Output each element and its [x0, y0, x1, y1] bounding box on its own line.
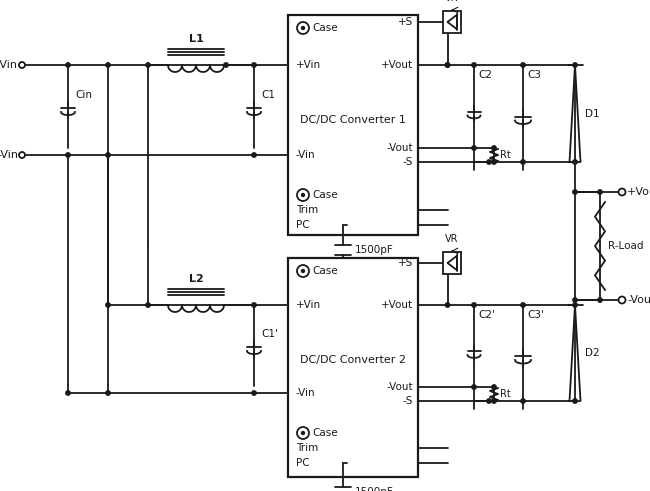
Circle shape	[302, 193, 304, 196]
Text: D1: D1	[584, 109, 599, 118]
Bar	[443, 252, 461, 274]
Circle shape	[573, 298, 577, 302]
Text: +Vin: +Vin	[0, 60, 18, 70]
Text: C3: C3	[527, 70, 541, 80]
Circle shape	[492, 385, 496, 389]
Text: Case: Case	[312, 23, 337, 33]
Text: +Vout: +Vout	[381, 60, 413, 70]
Text: DC/DC Converter 2: DC/DC Converter 2	[300, 355, 406, 365]
Text: VR: VR	[445, 0, 459, 3]
Bar	[288, 15, 418, 235]
Text: Rt: Rt	[500, 150, 511, 160]
Circle shape	[472, 385, 476, 389]
Circle shape	[619, 297, 625, 303]
Text: -Vout: -Vout	[386, 382, 413, 392]
Circle shape	[573, 303, 577, 307]
Text: Trim: Trim	[296, 443, 318, 453]
Circle shape	[573, 63, 577, 67]
Circle shape	[445, 63, 450, 67]
Circle shape	[472, 63, 476, 67]
Circle shape	[445, 63, 450, 67]
Circle shape	[252, 391, 256, 395]
Text: Rt: Rt	[500, 389, 511, 399]
Circle shape	[521, 303, 525, 307]
Circle shape	[252, 153, 256, 157]
Circle shape	[106, 153, 110, 157]
Circle shape	[66, 63, 70, 67]
Text: C2: C2	[478, 70, 492, 80]
Circle shape	[445, 303, 450, 307]
Circle shape	[573, 190, 577, 194]
Text: C1': C1'	[261, 329, 278, 339]
Text: Trim: Trim	[296, 205, 318, 215]
Text: Case: Case	[312, 190, 337, 200]
Text: PC: PC	[296, 220, 309, 230]
Text: C1: C1	[261, 90, 275, 100]
Circle shape	[146, 63, 150, 67]
Bar	[443, 11, 461, 33]
Text: L2: L2	[188, 274, 203, 284]
Text: +Vout: +Vout	[627, 187, 650, 197]
Circle shape	[19, 152, 25, 158]
Circle shape	[521, 399, 525, 403]
Text: -Vout: -Vout	[627, 295, 650, 305]
Circle shape	[619, 189, 625, 195]
Circle shape	[573, 160, 577, 164]
Text: DC/DC Converter 1: DC/DC Converter 1	[300, 115, 406, 125]
Text: D2: D2	[584, 348, 599, 358]
Circle shape	[252, 63, 256, 67]
Bar	[288, 258, 418, 477]
Text: L1: L1	[188, 34, 203, 44]
Circle shape	[521, 160, 525, 164]
Circle shape	[492, 146, 496, 150]
Text: -Vin: -Vin	[296, 388, 316, 398]
Text: -Vin: -Vin	[0, 150, 18, 160]
Text: 1500pF: 1500pF	[355, 245, 394, 255]
Text: Case: Case	[312, 266, 337, 276]
Text: -Vout: -Vout	[386, 143, 413, 153]
Circle shape	[598, 190, 602, 194]
Text: PC: PC	[296, 458, 309, 468]
Text: Cin: Cin	[75, 90, 92, 100]
Text: +Vin: +Vin	[296, 60, 321, 70]
Circle shape	[492, 160, 496, 164]
Text: 1500pF: 1500pF	[355, 487, 394, 491]
Text: -S: -S	[402, 396, 413, 406]
Circle shape	[106, 303, 110, 307]
Circle shape	[302, 432, 304, 435]
Circle shape	[521, 63, 525, 67]
Circle shape	[106, 63, 110, 67]
Circle shape	[302, 270, 304, 273]
Text: +S: +S	[398, 17, 413, 27]
Text: C3': C3'	[527, 310, 544, 320]
Text: +Vin: +Vin	[296, 300, 321, 310]
Text: VR: VR	[445, 234, 459, 244]
Text: R-Load: R-Load	[608, 241, 644, 251]
Circle shape	[472, 146, 476, 150]
Text: Case: Case	[312, 428, 337, 438]
Text: C2': C2'	[478, 310, 495, 320]
Circle shape	[302, 27, 304, 29]
Circle shape	[66, 391, 70, 395]
Circle shape	[146, 303, 150, 307]
Circle shape	[252, 303, 256, 307]
Circle shape	[472, 303, 476, 307]
Text: +Vout: +Vout	[381, 300, 413, 310]
Text: -S: -S	[402, 157, 413, 167]
Circle shape	[487, 399, 491, 403]
Circle shape	[66, 153, 70, 157]
Circle shape	[598, 298, 602, 302]
Circle shape	[106, 391, 110, 395]
Circle shape	[492, 399, 496, 403]
Text: +S: +S	[398, 258, 413, 268]
Circle shape	[224, 63, 228, 67]
Circle shape	[19, 62, 25, 68]
Circle shape	[573, 399, 577, 403]
Text: -Vin: -Vin	[296, 150, 316, 160]
Circle shape	[487, 160, 491, 164]
